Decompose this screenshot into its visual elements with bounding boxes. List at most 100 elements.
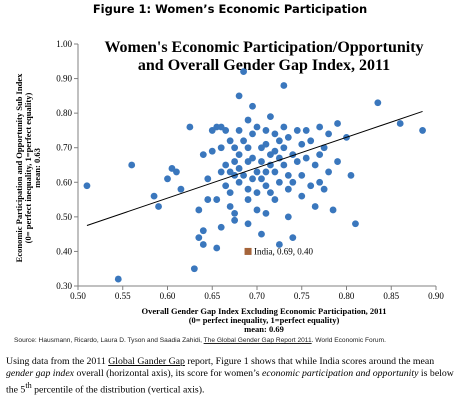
data-point (298, 171, 306, 179)
x-axis-label-line1: Overall Gender Gap Index Excluding Econo… (142, 306, 387, 316)
x-tick-label: 0.60 (160, 291, 176, 301)
data-point (298, 192, 306, 200)
data-point (419, 127, 426, 134)
caption-emphasis-1: gender gap index (6, 368, 75, 380)
data-point (213, 244, 221, 252)
data-point (253, 189, 261, 197)
data-point (235, 165, 243, 172)
caption-text-4: is below the 5 (6, 368, 454, 396)
y-axis-label: Economic Participation and Opportunity S… (14, 73, 42, 262)
india-label: India, 0.69, 0.40 (254, 246, 313, 256)
y-axis-label-line2: (0= perfect inequality, 1=perfect equali… (23, 93, 33, 244)
x-tick-label: 0.85 (383, 291, 399, 301)
data-point (231, 210, 239, 217)
y-tick-label: 0.60 (56, 177, 72, 187)
data-point (302, 127, 310, 134)
data-point (284, 171, 292, 179)
data-point (258, 158, 265, 165)
data-point (262, 127, 270, 134)
data-point (329, 206, 337, 214)
data-point (249, 154, 256, 162)
data-point (190, 265, 198, 273)
caption-text-1: Using data from the 2011 (6, 356, 109, 367)
data-point (258, 175, 265, 183)
data-point (289, 178, 297, 186)
data-point (199, 241, 207, 248)
data-point (262, 168, 270, 176)
data-point (213, 196, 221, 203)
source-report-link[interactable]: The Global Gender Gap Report 2011 (203, 337, 312, 344)
data-point (352, 220, 359, 228)
y-tick-label: 0.80 (56, 108, 72, 118)
data-point (316, 151, 324, 159)
caption-report-link[interactable]: Global Gander Gap (108, 356, 185, 367)
data-point (311, 161, 319, 169)
x-tick-label: 0.75 (294, 291, 310, 301)
data-point (275, 178, 283, 186)
data-point (284, 133, 292, 141)
data-point (262, 140, 270, 148)
data-point (325, 130, 332, 138)
data-point (302, 154, 310, 162)
x-tick-label: 0.80 (339, 291, 355, 301)
data-point (217, 168, 225, 176)
data-point (298, 140, 306, 148)
data-point (249, 130, 256, 138)
data-point (262, 182, 270, 190)
data-point (231, 216, 239, 224)
data-point (253, 123, 261, 131)
data-point (226, 189, 234, 197)
data-point (293, 127, 301, 134)
data-point (311, 203, 319, 210)
data-point (186, 123, 194, 131)
data-point (347, 171, 355, 179)
data-point (204, 196, 212, 203)
data-point (267, 113, 274, 120)
caption-superscript: th (25, 381, 32, 391)
data-point (177, 185, 185, 193)
data-point (195, 234, 203, 242)
x-axis-label-line3: mean: 0.69 (244, 324, 284, 334)
data-point (289, 234, 297, 242)
data-point (128, 161, 136, 169)
data-point (280, 161, 288, 169)
data-point (235, 151, 243, 159)
y-axis-label-line3: mean: 0.63 (32, 148, 42, 188)
data-point (235, 92, 243, 100)
y-tick-label: 0.50 (56, 212, 72, 222)
data-point (307, 137, 315, 145)
x-tick-label: 0.50 (70, 291, 86, 301)
data-point (271, 130, 279, 138)
source-prefix: Source: Hausmann, Ricardo, Laura D. Tyso… (14, 337, 204, 344)
source-suffix: . World Economic Forum. (311, 337, 386, 344)
data-point (244, 116, 252, 124)
y-tick-label: 0.30 (56, 281, 72, 291)
data-point (284, 213, 292, 221)
data-point (204, 175, 212, 183)
data-point (226, 137, 234, 145)
data-point (240, 68, 247, 76)
data-point (217, 223, 225, 231)
data-point (334, 158, 341, 165)
data-point (173, 168, 180, 176)
x-tick-label: 0.90 (428, 291, 444, 301)
data-point (249, 175, 256, 183)
data-point (244, 196, 252, 203)
data-point (249, 102, 256, 110)
x-tick-label: 0.65 (204, 291, 220, 301)
data-point (235, 127, 243, 134)
data-point (271, 168, 279, 176)
data-point (231, 158, 239, 165)
data-point (222, 182, 230, 190)
data-point (280, 82, 288, 89)
data-point (320, 144, 328, 152)
y-axis-label-line1: Economic Participation and Opportunity S… (14, 73, 24, 262)
data-point (307, 182, 315, 190)
y-tick-label: 1.00 (56, 39, 72, 49)
data-point (293, 158, 301, 165)
data-point (235, 178, 243, 186)
data-point (195, 206, 203, 214)
data-point (199, 227, 207, 235)
data-point (231, 144, 239, 152)
scatter-chart: Women's Economic Participation/Opportuni… (14, 39, 444, 334)
